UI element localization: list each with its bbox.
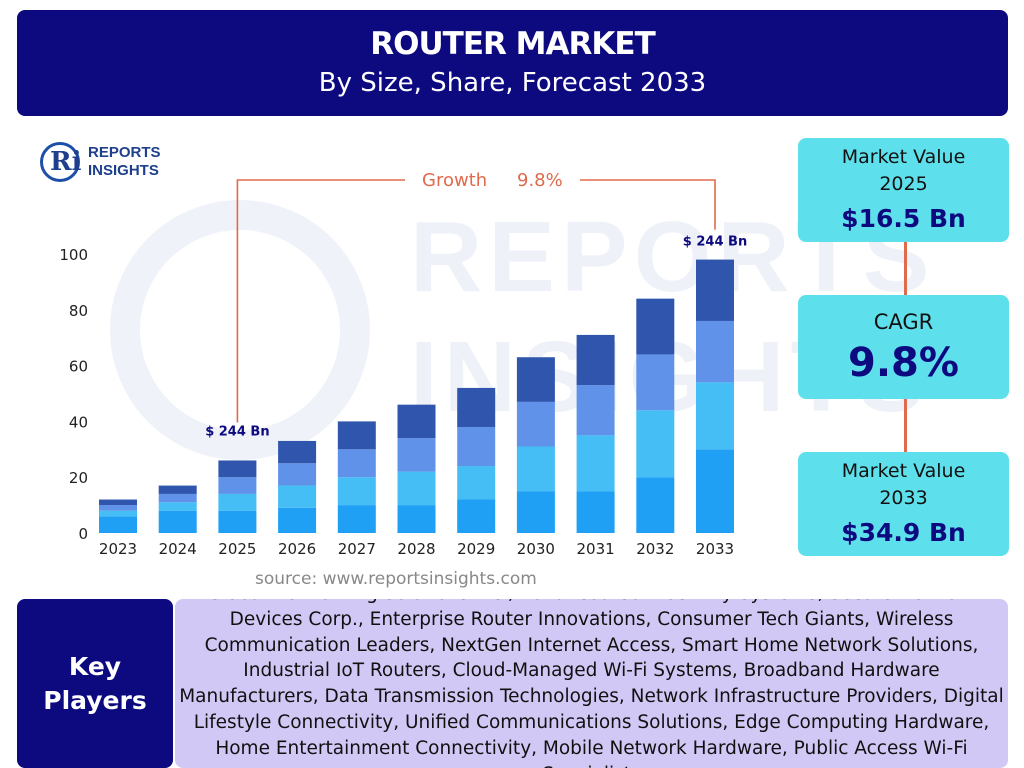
- bar-segment: [636, 477, 675, 533]
- x-tick-label: 2031: [577, 540, 615, 558]
- bar-segment: [457, 387, 496, 427]
- box1-label-line1: Market Value: [841, 146, 966, 168]
- logo-text-line1: REPORTS: [88, 144, 161, 161]
- x-tick-label: 2025: [218, 540, 256, 558]
- connector-line-1: [904, 242, 907, 295]
- bar-segment: [576, 385, 615, 436]
- bar-segment: [457, 466, 496, 500]
- bar-segment: [457, 499, 496, 533]
- connector-line-2: [904, 399, 907, 452]
- growth-label: Growth: [422, 170, 487, 191]
- end-value-label: $ 244 Bn: [683, 235, 747, 250]
- header-banner: ROUTER MARKET By Size, Share, Forecast 2…: [17, 10, 1008, 116]
- box1-value: $16.5 Bn: [841, 204, 966, 233]
- growth-bracket-left: [236, 179, 405, 423]
- growth-value: 9.8%: [517, 170, 563, 191]
- bar-chart: 0 20 40 60 80 100 2023 2024 2025 2026 2027 2028 2029…: [59, 170, 747, 558]
- bar-segment: [218, 510, 257, 533]
- bar-segment: [278, 507, 317, 533]
- bar-segment: [397, 404, 436, 439]
- bar-segment: [696, 320, 734, 383]
- bar-segment: [516, 357, 555, 402]
- x-tick-label: 2032: [636, 540, 674, 558]
- bar-segment: [158, 502, 197, 511]
- y-tick-label: 100: [59, 246, 88, 264]
- bar-segment: [636, 354, 675, 411]
- bar-segment: [99, 510, 137, 517]
- cagr-box: CAGR 9.8%: [798, 295, 1009, 399]
- box2-value: 9.8%: [848, 340, 959, 386]
- source-text: source: www.reportsinsights.com: [255, 569, 537, 589]
- key-players-label-line2: Players: [43, 685, 147, 715]
- bar-segment: [457, 426, 496, 467]
- bar-segment: [337, 449, 376, 478]
- bar-segment: [696, 449, 734, 533]
- bar-segment: [516, 446, 555, 492]
- bar-segment: [218, 493, 257, 511]
- bar-segment: [99, 505, 137, 511]
- bar-segment: [337, 505, 376, 533]
- box1-label-line2: 2025: [879, 173, 928, 195]
- bar-segment: [337, 477, 376, 506]
- key-players-label: Key Players: [17, 599, 173, 768]
- box2-label: CAGR: [873, 310, 934, 334]
- box3-label-line1: Market Value: [841, 460, 966, 482]
- bar-segment: [516, 401, 555, 447]
- x-tick-label: 2033: [696, 540, 734, 558]
- bar-segment: [636, 410, 675, 478]
- bar-segment: [696, 259, 734, 321]
- y-tick-label: 80: [69, 302, 88, 320]
- logo-text-line2: INSIGHTS: [88, 162, 159, 179]
- bar-segment: [576, 334, 615, 386]
- x-tick-label: 2023: [99, 540, 137, 558]
- key-players-list: Global Networking Solutions Inc., Advanc…: [179, 599, 1004, 768]
- bar-segment: [278, 463, 317, 486]
- bar-segment: [158, 493, 197, 503]
- box3-label-line2: 2033: [879, 487, 928, 509]
- bar-segment: [576, 435, 615, 492]
- bar-segment: [636, 298, 675, 355]
- bar-segment: [218, 460, 257, 478]
- market-value-2033-box: Market Value 2033 $34.9 Bn: [798, 452, 1009, 556]
- bar-segment: [158, 485, 197, 494]
- x-tick-label: 2026: [278, 540, 316, 558]
- y-tick-label: 60: [69, 358, 88, 376]
- box3-value: $34.9 Bn: [841, 518, 966, 547]
- start-value-label: $ 244 Bn: [205, 424, 269, 439]
- bar-segment: [337, 421, 376, 450]
- bar-segment: [397, 471, 436, 506]
- page-title: ROUTER MARKET: [370, 26, 655, 62]
- logo-mark-icon: Ri: [40, 142, 81, 182]
- market-value-2025-box: Market Value 2025 $16.5 Bn: [798, 138, 1009, 242]
- bar-segment: [397, 505, 436, 533]
- x-tick-label: 2029: [457, 540, 495, 558]
- key-players-label-line1: Key: [68, 651, 122, 681]
- y-tick-label: 40: [69, 413, 88, 431]
- company-logo: Ri REPORTS INSIGHTS: [40, 142, 180, 184]
- y-tick-label: 0: [78, 525, 88, 543]
- bar-segment: [397, 438, 436, 472]
- bar-segment: [696, 382, 734, 450]
- x-tick-label: 2027: [338, 540, 376, 558]
- x-tick-label: 2024: [159, 540, 197, 558]
- bar-segment: [158, 510, 197, 533]
- bar-segment: [516, 491, 555, 533]
- x-tick-label: 2030: [517, 540, 555, 558]
- bar-segment: [218, 477, 257, 494]
- y-tick-label: 20: [69, 469, 88, 487]
- x-tick-label: 2028: [397, 540, 435, 558]
- growth-bracket-right: [580, 179, 716, 230]
- bar-segment: [278, 440, 317, 464]
- bar-segment: [278, 485, 317, 508]
- bar-segment: [99, 499, 137, 506]
- key-players-box: Global Networking Solutions Inc., Advanc…: [175, 599, 1008, 768]
- bar-segment: [576, 491, 615, 533]
- bar-segment: [99, 516, 137, 533]
- page-subtitle: By Size, Share, Forecast 2033: [318, 68, 707, 98]
